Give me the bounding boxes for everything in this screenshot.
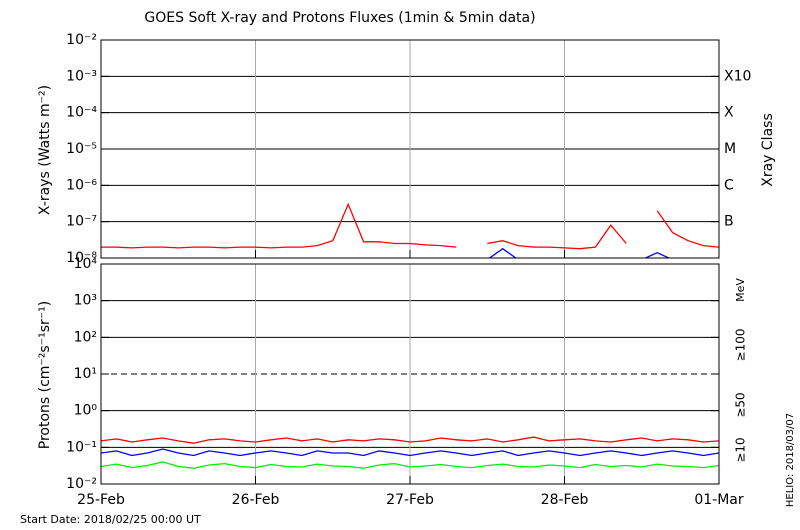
x-tick-label: 28-Feb <box>541 492 589 508</box>
right-label: M <box>724 141 736 157</box>
footer-start-date: Start Date: 2018/02/25 00:00 UT <box>20 513 201 526</box>
chart-title: GOES Soft X-ray and Protons Fluxes (1min… <box>144 10 535 26</box>
x-tick-label: 25-Feb <box>77 492 125 508</box>
y-tick-label: 10¹ <box>74 366 97 382</box>
series-line <box>101 448 719 457</box>
right-axis-label: Xray Class <box>760 113 776 187</box>
x-tick-label: 26-Feb <box>232 492 280 508</box>
y-tick-label: 10⁻⁴ <box>66 105 97 121</box>
plot-frame <box>100 39 720 259</box>
y-tick-label: 10⁰ <box>74 403 98 419</box>
legend-label: ≥50 <box>734 392 748 417</box>
series-line <box>488 247 671 258</box>
right-label: B <box>724 214 734 230</box>
legend-label: ≥100 <box>734 329 748 362</box>
series-line <box>101 436 719 444</box>
legend-label: ≥10 <box>734 437 748 462</box>
y-tick-label: 10⁻⁸ <box>66 250 97 266</box>
y-tick-label: 10⁻⁶ <box>66 177 97 193</box>
y-tick-label: 10⁻¹ <box>66 439 97 455</box>
y-tick-label: 10² <box>74 329 97 345</box>
y-tick-label: 10³ <box>74 293 97 309</box>
y-axis-label: Protons (cm⁻²s⁻¹sr⁻¹) <box>37 301 53 450</box>
right-label: C <box>724 177 734 193</box>
series-line <box>101 202 719 250</box>
plot-frame <box>100 263 720 485</box>
x-tick-label: 01-Mar <box>694 492 744 508</box>
right-label: X <box>724 105 734 121</box>
y-tick-label: 10⁻² <box>66 32 97 48</box>
y-tick-label: 10⁻⁵ <box>66 141 97 157</box>
x-tick-label: 27-Feb <box>386 492 434 508</box>
y-tick-label: 10⁻² <box>66 476 97 492</box>
y-tick-label: 10⁴ <box>74 256 98 272</box>
right-label: X10 <box>724 68 751 84</box>
footer-credit: HELIO: 2018/03/07 <box>785 413 796 507</box>
y-tick-label: 10⁻³ <box>66 68 97 84</box>
y-tick-label: 10⁻⁷ <box>66 214 97 230</box>
legend-title: MeV <box>734 278 747 302</box>
series-line <box>101 461 719 469</box>
y-axis-label: X-rays (Watts m⁻²) <box>37 85 53 215</box>
